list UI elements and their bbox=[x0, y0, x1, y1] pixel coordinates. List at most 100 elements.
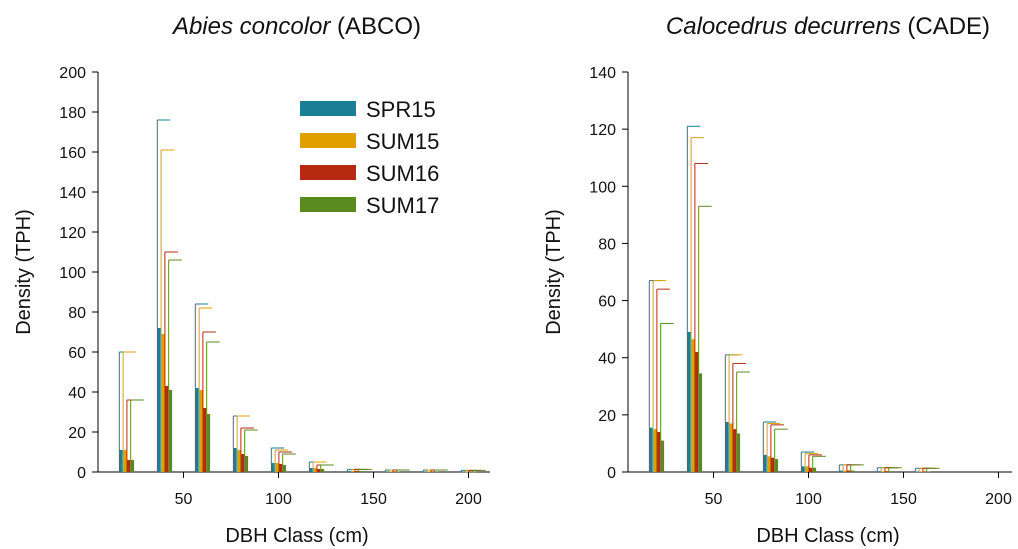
y-tick-label-abco: 100 bbox=[59, 265, 86, 282]
bar-abco-sum15 bbox=[388, 471, 393, 472]
chart-panel-cade: Calocedrus decurrens (CADE) 0 20 40 60 80 100… bbox=[543, 13, 1012, 547]
y-tick-label-abco: 80 bbox=[68, 305, 86, 322]
bar-cade-sum17 bbox=[812, 467, 817, 472]
y-tick-label-abco: 40 bbox=[68, 385, 86, 402]
bar-cade-sum17 bbox=[698, 373, 703, 472]
y-tick-label-abco: 120 bbox=[59, 225, 86, 242]
bar-abco-sum16 bbox=[316, 469, 321, 472]
chart-title-cade: Calocedrus decurrens (CADE) bbox=[666, 13, 990, 40]
bar-abco-sum15 bbox=[350, 471, 355, 472]
x-tick-label-abco: 200 bbox=[455, 491, 482, 508]
bar-abco-spr15 bbox=[346, 471, 351, 472]
bar-abco-sum17 bbox=[358, 471, 363, 472]
y-tick-label-cade: 100 bbox=[589, 179, 616, 196]
bar-abco-sum17 bbox=[244, 456, 249, 472]
bar-cade-sum15 bbox=[766, 456, 771, 472]
plot-area-abco: 0 20 40 60 80 100 120 140 160 180 200 50 100 150 200 bbox=[59, 65, 490, 508]
legend-swatch-sum15 bbox=[300, 133, 356, 148]
y-tick-label-abco: 0 bbox=[77, 465, 86, 482]
chart-title-abco: Abies concolor (ABCO) bbox=[171, 13, 421, 40]
y-tick-label-abco: 160 bbox=[59, 145, 86, 162]
y-axis-label-abco: Density (TPH) bbox=[13, 209, 35, 335]
bar-abco-sum15 bbox=[236, 450, 241, 472]
bar-abco-sum17 bbox=[434, 471, 439, 472]
y-tick-label-cade: 20 bbox=[598, 408, 616, 425]
x-tick-label-abco: 100 bbox=[265, 491, 292, 508]
y-tick-label-cade: 60 bbox=[598, 294, 616, 311]
bar-cade-sum15 bbox=[690, 339, 695, 472]
bar-abco-sum17 bbox=[130, 460, 135, 472]
bar-abco-sum15 bbox=[312, 468, 317, 472]
bar-abco-spr15 bbox=[384, 471, 389, 472]
bar-cade-sum15 bbox=[804, 466, 809, 472]
legend-swatch-sum17 bbox=[300, 197, 356, 212]
bar-cade-sum17 bbox=[850, 470, 855, 472]
bar-cade-sum16 bbox=[732, 429, 737, 472]
bar-abco-sum17 bbox=[282, 465, 287, 472]
y-tick-label-abco: 140 bbox=[59, 185, 86, 202]
legend-swatch-spr15 bbox=[300, 101, 356, 116]
bar-cade-sum16 bbox=[922, 471, 927, 473]
bar-cade-sum17 bbox=[774, 459, 779, 472]
legend-label-sum17: SUM17 bbox=[366, 193, 439, 218]
title-species-cade: Calocedrus decurrens bbox=[666, 13, 901, 40]
bar-abco-spr15 bbox=[308, 468, 313, 472]
bar-abco-sum16 bbox=[126, 460, 131, 472]
bar-cade-sum17 bbox=[888, 471, 893, 472]
y-tick-label-cade: 140 bbox=[589, 65, 616, 82]
y-tick-label-cade: 0 bbox=[607, 465, 616, 482]
bar-abco-sum15 bbox=[198, 390, 203, 472]
bar-abco-sum16 bbox=[392, 471, 397, 472]
bar-abco-sum17 bbox=[396, 471, 401, 472]
legend-label-sum16: SUM16 bbox=[366, 161, 439, 186]
bar-cade-sum16 bbox=[846, 470, 851, 472]
y-tick-label-abco: 180 bbox=[59, 105, 86, 122]
bar-abco-sum17 bbox=[320, 469, 325, 472]
y-tick-label-cade: 40 bbox=[598, 351, 616, 368]
bar-abco-sum16 bbox=[278, 464, 283, 472]
bar-abco-spr15 bbox=[156, 328, 161, 472]
chart-legend: SPR15 SUM15 SUM16 SUM17 bbox=[300, 97, 439, 218]
bar-abco-sum17 bbox=[206, 414, 211, 472]
bar-abco-sum15 bbox=[274, 463, 279, 472]
bar-abco-spr15 bbox=[270, 463, 275, 472]
legend-swatch-sum16 bbox=[300, 165, 356, 180]
x-axis-label-abco: DBH Class (cm) bbox=[225, 525, 368, 547]
x-tick-label-cade: 100 bbox=[795, 491, 822, 508]
y-axis-label-cade: Density (TPH) bbox=[543, 209, 565, 335]
bar-cade-sum17 bbox=[660, 440, 665, 472]
title-code-abco: (ABCO) bbox=[330, 13, 421, 40]
x-tick-label-cade: 50 bbox=[705, 491, 723, 508]
bar-cade-sum16 bbox=[656, 432, 661, 472]
bar-abco-sum16 bbox=[202, 408, 207, 472]
bar-cade-spr15 bbox=[724, 422, 729, 472]
bar-abco-sum15 bbox=[426, 471, 431, 472]
y-tick-label-abco: 60 bbox=[68, 345, 86, 362]
bar-cade-sum16 bbox=[770, 457, 775, 472]
bar-cade-spr15 bbox=[800, 466, 805, 472]
bar-abco-sum16 bbox=[430, 471, 435, 472]
plot-area-cade: 0 20 40 60 80 100 120 140 50 100 150 200 bbox=[589, 65, 1012, 508]
bar-cade-sum16 bbox=[884, 471, 889, 472]
bar-abco-spr15 bbox=[118, 450, 123, 472]
bar-abco-sum15 bbox=[464, 471, 469, 473]
x-tick-label-abco: 150 bbox=[360, 491, 387, 508]
bar-cade-sum15 bbox=[880, 471, 885, 472]
bar-cade-spr15 bbox=[686, 332, 691, 472]
bar-abco-sum15 bbox=[122, 450, 127, 472]
bar-cade-sum15 bbox=[728, 423, 733, 472]
bar-abco-spr15 bbox=[460, 471, 465, 473]
bar-abco-spr15 bbox=[232, 448, 237, 472]
y-tick-label-abco: 200 bbox=[59, 65, 86, 82]
bar-abco-sum17 bbox=[168, 390, 173, 472]
bar-cade-sum15 bbox=[842, 470, 847, 472]
y-tick-label-abco: 20 bbox=[68, 425, 86, 442]
bar-abco-spr15 bbox=[422, 471, 427, 472]
legend-label-sum15: SUM15 bbox=[366, 129, 439, 154]
bar-cade-sum17 bbox=[926, 471, 931, 473]
x-tick-label-cade: 150 bbox=[890, 491, 917, 508]
y-tick-label-cade: 120 bbox=[589, 122, 616, 139]
legend-label-spr15: SPR15 bbox=[366, 97, 436, 122]
bar-cade-spr15 bbox=[914, 471, 919, 473]
